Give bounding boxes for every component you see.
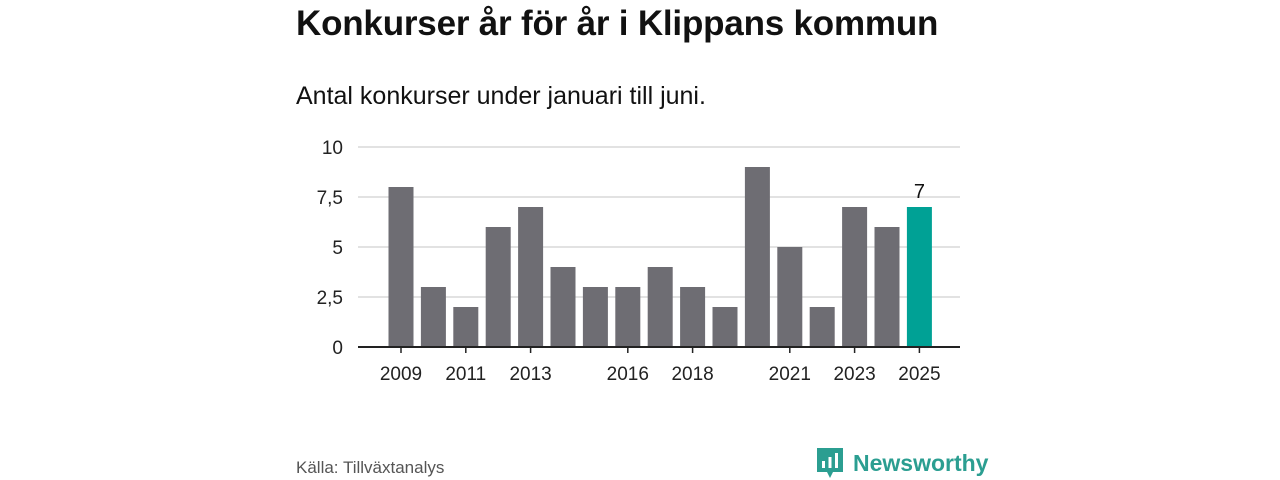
bar-2014: [550, 267, 576, 347]
y-tick-label: 10: [322, 138, 343, 159]
bar-2015: [582, 287, 608, 347]
x-tick-label: 2021: [769, 364, 811, 385]
bar-2011: [453, 307, 479, 347]
bar-2013: [518, 207, 544, 347]
source-note: Källa: Tillväxtanalys: [296, 458, 445, 477]
newsworthy-logo-icon: [817, 448, 843, 478]
chart-subtitle: Antal konkurser under januari till juni.: [296, 82, 706, 110]
bar-2019: [712, 307, 738, 347]
x-tick-label: 2009: [380, 364, 422, 385]
bar-2023: [842, 207, 868, 347]
data-label: 7: [914, 181, 925, 203]
x-tick-label: 2013: [509, 364, 551, 385]
x-tick-label: 2018: [671, 364, 713, 385]
bar-2016: [615, 287, 641, 347]
bar-2010: [420, 287, 446, 347]
bar-2021: [777, 247, 803, 347]
y-tick-label: 2,5: [317, 288, 343, 309]
y-tick-label: 5: [332, 238, 343, 259]
bar-2009: [388, 187, 414, 347]
bar-2024: [874, 227, 900, 347]
bar-2017: [647, 267, 673, 347]
bar-2018: [680, 287, 706, 347]
y-tick-label: 0: [332, 338, 343, 359]
chart-title: Konkurser år för år i Klippans kommun: [296, 4, 939, 43]
bar-2022: [809, 307, 835, 347]
bar-2025: [906, 207, 932, 347]
bar-2012: [485, 227, 511, 347]
brand-name: Newsworthy: [853, 449, 989, 476]
brand-logo: Newsworthy: [815, 446, 988, 480]
x-tick-label: 2016: [607, 364, 649, 385]
x-tick-label: 2023: [833, 364, 875, 385]
x-tick-label: 2011: [445, 364, 486, 385]
bar-2020: [744, 167, 770, 347]
x-tick-label: 2025: [898, 364, 940, 385]
y-tick-label: 7,5: [317, 188, 343, 209]
